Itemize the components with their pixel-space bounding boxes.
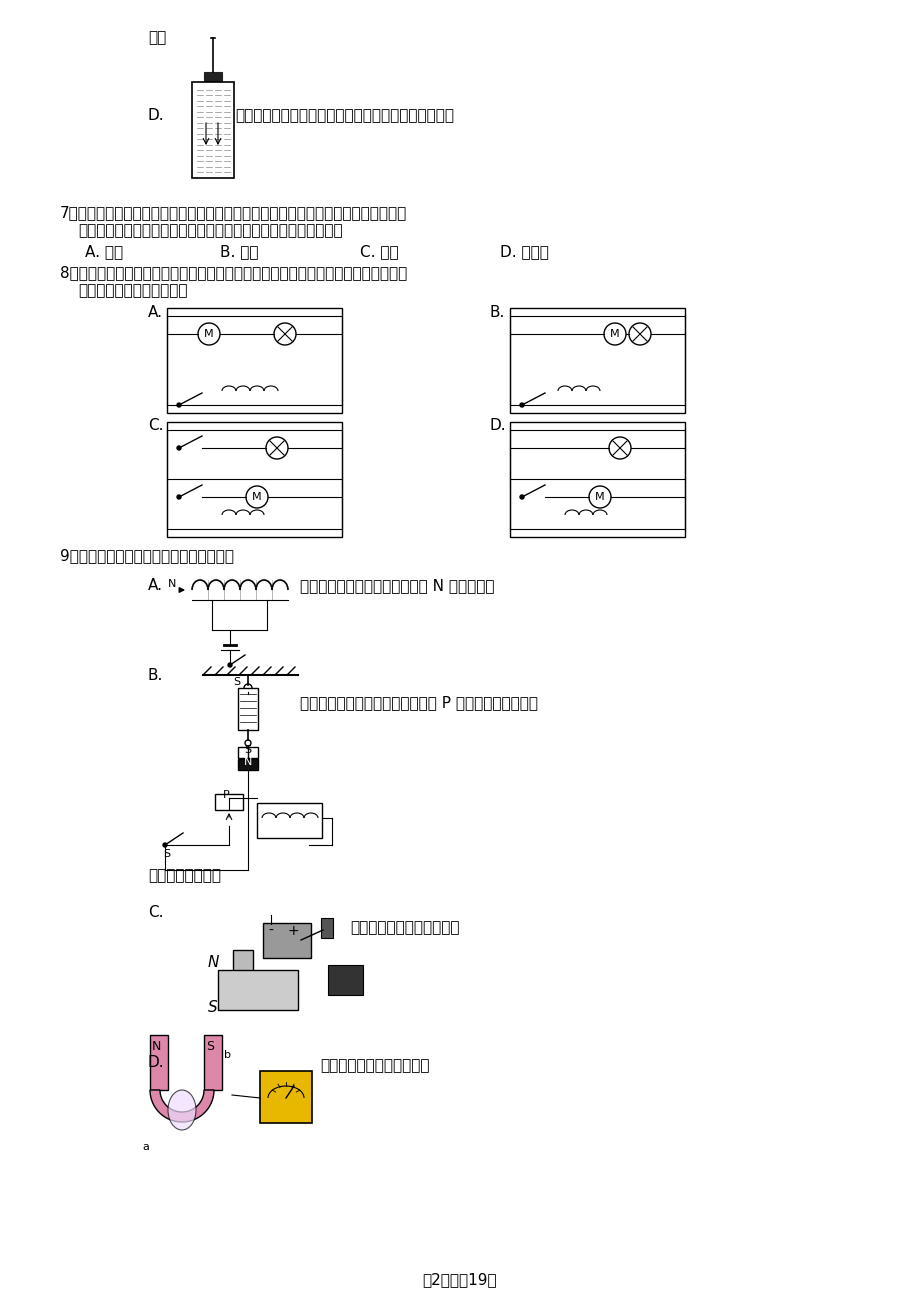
Circle shape [266, 437, 288, 460]
Text: B.: B. [148, 668, 164, 684]
Text: 图中，闭合开关，滑动变阻器滑片 P 向右侧滑动时，弹簧: 图中，闭合开关，滑动变阻器滑片 P 向右侧滑动时，弹簧 [300, 695, 538, 710]
Circle shape [198, 323, 220, 345]
Bar [218, 970, 298, 1010]
Circle shape [176, 447, 181, 450]
Bar [260, 1072, 312, 1124]
Bar [233, 950, 253, 980]
Bar [204, 72, 221, 82]
Text: S: S [206, 1040, 214, 1053]
Circle shape [519, 404, 524, 408]
Text: a: a [142, 1142, 149, 1152]
Text: 如图：把水气压计从山下移到山顶，细管内的水柱上升: 如图：把水气压计从山下移到山顶，细管内的水柱上升 [234, 108, 453, 122]
Circle shape [629, 323, 651, 345]
Bar [263, 923, 311, 958]
Bar [192, 82, 233, 178]
Bar [167, 309, 342, 413]
Circle shape [163, 842, 167, 848]
Text: C.: C. [148, 418, 164, 434]
Text: S: S [163, 849, 170, 859]
Circle shape [244, 740, 251, 746]
Text: 如图是发电机的工作原理图: 如图是发电机的工作原理图 [349, 921, 459, 935]
Text: 如图是电动机的工作原理图: 如图是电动机的工作原理图 [320, 1059, 429, 1073]
Text: 海水却依然暖暖的，这主要是因为海水和沙子具有不同的（　　）: 海水却依然暖暖的，这主要是因为海水和沙子具有不同的（ ） [78, 223, 342, 238]
Ellipse shape [168, 1090, 196, 1130]
Text: N: N [244, 756, 252, 767]
Text: M: M [252, 492, 262, 503]
Bar [238, 687, 257, 730]
Text: P: P [222, 790, 230, 799]
Circle shape [176, 495, 181, 499]
Text: N: N [208, 954, 219, 970]
Text: 8．卫生间里安装了照明灯和换气扇，有时需要独立工作，有时需要同时工作。下列电: 8．卫生间里安装了照明灯和换气扇，有时需要独立工作，有时需要同时工作。下列电 [60, 266, 407, 280]
Text: N: N [152, 1040, 161, 1053]
Text: A.: A. [148, 578, 163, 592]
Bar [509, 422, 685, 536]
Circle shape [604, 323, 625, 345]
Text: D.: D. [148, 108, 165, 122]
Bar [509, 309, 685, 413]
Circle shape [245, 486, 267, 508]
Circle shape [608, 437, 630, 460]
Text: C.: C. [148, 905, 164, 921]
Text: 越大: 越大 [148, 30, 166, 46]
Bar [321, 918, 333, 937]
Text: 图中，闭合开关，小磁针静止时 N 极指向右侧: 图中，闭合开关，小磁针静止时 N 极指向右侧 [300, 578, 494, 592]
Circle shape [519, 495, 524, 499]
Bar [150, 1035, 168, 1090]
Text: C. 热量: C. 热量 [359, 243, 398, 259]
Text: M: M [609, 329, 619, 339]
Circle shape [228, 663, 232, 667]
Text: S: S [233, 677, 240, 687]
Bar [238, 747, 257, 758]
Bar [167, 422, 342, 536]
Text: D. 比热容: D. 比热容 [499, 243, 549, 259]
Circle shape [588, 486, 610, 508]
Text: 第2页，共19页: 第2页，共19页 [422, 1272, 497, 1286]
Circle shape [274, 323, 296, 345]
Bar [256, 803, 322, 838]
Text: D.: D. [490, 418, 506, 434]
Bar [328, 965, 363, 995]
Text: S: S [244, 745, 251, 755]
Text: D.: D. [148, 1055, 165, 1070]
Circle shape [244, 684, 252, 691]
Text: A. 密度: A. 密度 [85, 243, 123, 259]
Text: -: - [268, 924, 273, 937]
Text: B.: B. [490, 305, 505, 320]
Text: b: b [223, 1049, 231, 1060]
Polygon shape [150, 1090, 214, 1122]
Circle shape [176, 404, 181, 408]
Bar [215, 794, 243, 810]
Text: M: M [204, 329, 213, 339]
Text: +: + [287, 924, 299, 937]
Text: S: S [208, 1000, 218, 1016]
Bar [238, 759, 257, 769]
Text: B. 内能: B. 内能 [220, 243, 258, 259]
Text: 7．炎炎夏日，烈日下海滩的沙子热得烫脚，而海水很清凉，傍晚落日后，沙子凉了，: 7．炎炎夏日，烈日下海滩的沙子热得烫脚，而海水很清凉，傍晚落日后，沙子凉了， [60, 204, 407, 220]
Text: A.: A. [148, 305, 163, 320]
Text: M: M [595, 492, 604, 503]
Text: 9．对下列四幅图的表述正确的是（　　）: 9．对下列四幅图的表述正确的是（ ） [60, 548, 233, 562]
Text: 测力计的示数变小: 测力计的示数变小 [148, 868, 221, 883]
Text: 路图符合要求的是（　　）: 路图符合要求的是（ ） [78, 283, 187, 298]
Bar [204, 1035, 221, 1090]
Text: N: N [168, 579, 176, 589]
